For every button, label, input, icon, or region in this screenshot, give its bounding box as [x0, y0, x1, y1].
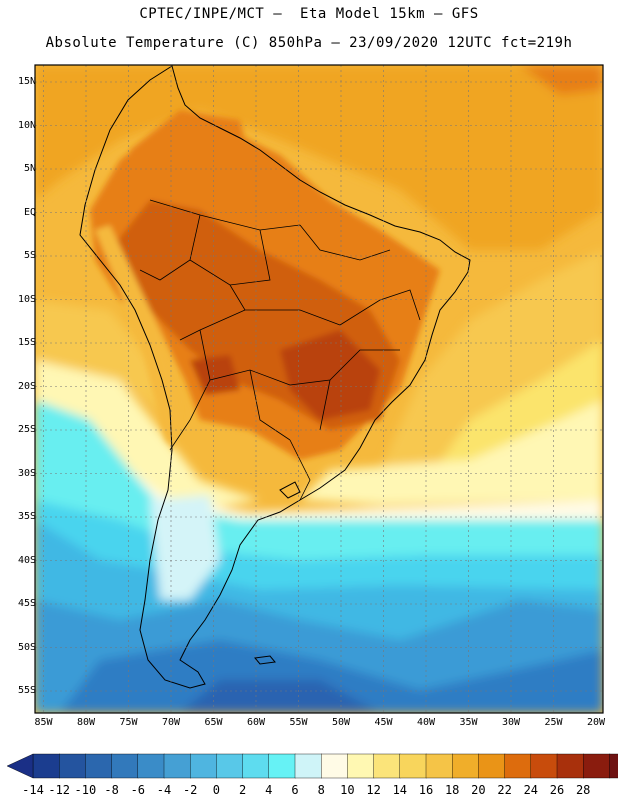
- colorbar-swatch: [189, 753, 218, 779]
- longitude-label: 50W: [331, 717, 351, 728]
- field-cold-m8: [180, 680, 380, 713]
- longitude-label: 70W: [161, 717, 181, 728]
- longitude-label: 60W: [246, 717, 266, 728]
- field-continent-26: [190, 330, 380, 420]
- field-north-ocean: [35, 65, 603, 250]
- latitude-label: 50S: [17, 641, 36, 653]
- colorbar-swatch: [268, 753, 296, 779]
- field-continent-north-22: [130, 110, 250, 190]
- colorbar-swatch: [609, 753, 618, 779]
- colorbar-tick-label: -12: [48, 783, 71, 797]
- colorbar-tick-label: 4: [265, 783, 273, 797]
- colorbar-tick-label: 2: [238, 783, 247, 797]
- longitude-label: 25W: [544, 717, 563, 728]
- colorbar-swatch: [111, 753, 139, 779]
- chart-title-line1: CPTEC/INPE/MCT – Eta Model 15km – GFS: [139, 6, 479, 22]
- latitude-label: 10N: [17, 119, 36, 131]
- latitude-label: 15S: [17, 337, 36, 348]
- colorbar-swatch: [347, 753, 375, 779]
- colorbar-swatch: [242, 753, 270, 779]
- longitude-label: 30W: [501, 717, 521, 728]
- colorbar-tick-label: 26: [549, 783, 565, 797]
- south-america-outline: [79, 65, 471, 689]
- temperature-field: [35, 65, 603, 713]
- chart-title-line2: Absolute Temperature (C) 850hPa – 23/09/…: [45, 35, 573, 51]
- latitude-label: 55S: [17, 685, 36, 696]
- latitude-label: EQ: [23, 206, 36, 218]
- colorbar-tick-label: -8: [104, 783, 119, 797]
- colorbar-tick-label: 18: [444, 783, 460, 797]
- colorbar-tick-label: -10: [74, 783, 97, 797]
- colorbar-swatch: [583, 753, 611, 779]
- longitude-label: 20W: [586, 717, 606, 728]
- colorbar-tick-label: 0: [212, 783, 220, 797]
- colorbar-swatch: [556, 753, 584, 779]
- longitude-label: 75W: [119, 717, 138, 728]
- latitude-label: 20S: [17, 380, 36, 392]
- colorbar-tick-label: 16: [418, 783, 434, 797]
- colorbar-swatch: [32, 753, 60, 779]
- colorbar-tick-label: -2: [182, 783, 198, 797]
- colorbar-tick-label: 20: [471, 783, 486, 797]
- colorbar-swatch: [163, 753, 191, 779]
- colorbar: [6, 753, 618, 779]
- colorbar-tick-label: -14: [22, 783, 44, 797]
- colorbar-swatch: [504, 753, 532, 779]
- colorbar-swatch: [321, 753, 349, 779]
- colorbar-swatch: [85, 753, 113, 779]
- field-andes-18: [95, 225, 180, 450]
- colorbar-tick-label: -6: [130, 783, 146, 797]
- field-pacific-8: [35, 360, 260, 510]
- latitude-label: 35S: [17, 511, 36, 522]
- colorbar-tick-label: 24: [523, 783, 539, 797]
- longitude-label: 85W: [34, 717, 53, 728]
- map-frame: [34, 64, 604, 714]
- latitude-label: 15N: [17, 76, 36, 87]
- latitude-label: 40S: [17, 554, 36, 566]
- colorbar-min-arrow: [6, 753, 34, 779]
- colorbar-swatch: [59, 753, 87, 779]
- colorbar-tick-label: 28: [575, 783, 591, 797]
- longitude-label: 40W: [416, 717, 436, 728]
- colorbar-swatch: [137, 753, 165, 779]
- colorbar-swatch: [452, 753, 480, 779]
- longitude-label: 35W: [459, 717, 478, 728]
- colorbar-swatch: [373, 753, 401, 779]
- colorbar-tick-label: 14: [392, 783, 408, 797]
- colorbar-swatch: [294, 753, 322, 779]
- colorbar-tick-label: 10: [340, 783, 355, 797]
- colorbar-tick-label: 22: [497, 783, 512, 797]
- latitude-label: 5S: [23, 250, 36, 261]
- latitude-label: 30S: [17, 467, 36, 479]
- longitude-label: 80W: [76, 717, 96, 728]
- colorbar-swatch: [216, 753, 244, 779]
- field-pacific-16: [35, 300, 170, 420]
- coastlines: [79, 65, 471, 689]
- falklands: [254, 655, 276, 665]
- colorbar-swatch: [399, 753, 427, 779]
- latitude-label: 25S: [17, 424, 36, 435]
- field-atlantic-8: [300, 400, 603, 505]
- field-cold-m6: [60, 640, 603, 713]
- colorbar-tick-label: 6: [291, 783, 299, 797]
- latitude-label: 45S: [17, 598, 36, 609]
- longitude-label: 65W: [204, 717, 223, 728]
- colorbar-tick-label: 8: [317, 783, 325, 797]
- colorbar-tick-label: 12: [366, 783, 381, 797]
- longitude-label: 55W: [289, 717, 308, 728]
- gridlines: [35, 65, 603, 713]
- colorbar-tick-label: -4: [156, 783, 172, 797]
- field-land-4: [150, 495, 220, 600]
- colorbar-swatch: [530, 753, 558, 779]
- colorbar-swatch: [478, 753, 506, 779]
- uruguay-lagoon: [279, 481, 301, 499]
- longitude-label: 45W: [374, 717, 393, 728]
- colorbar-swatch: [425, 753, 453, 779]
- country-borders: [139, 199, 421, 501]
- latitude-label: 5N: [23, 163, 36, 174]
- latitude-label: 10S: [17, 293, 36, 305]
- field-caribbean: [520, 65, 603, 95]
